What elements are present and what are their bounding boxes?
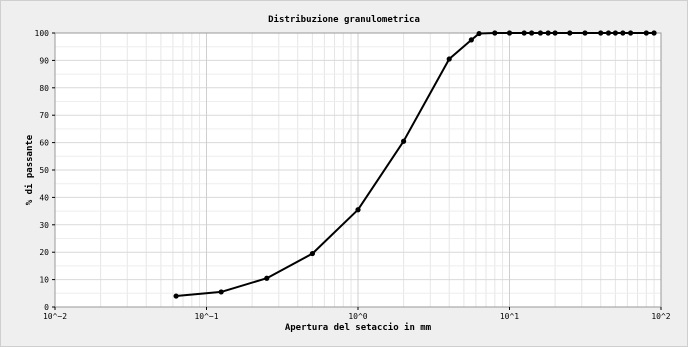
data-point (567, 30, 573, 36)
data-point (598, 30, 604, 36)
data-point (612, 30, 618, 36)
x-tick-label: 10^2 (651, 312, 670, 321)
data-point (620, 30, 626, 36)
data-point (476, 30, 482, 37)
data-point (552, 30, 558, 36)
y-tick-label: 60 (39, 139, 49, 148)
y-tick-label: 20 (39, 248, 49, 257)
y-tick-label: 40 (39, 193, 49, 202)
data-point (537, 30, 544, 36)
data-point (628, 30, 634, 36)
data-point (468, 37, 474, 43)
y-axis-ticks: 0 10 20 30 40 50 60 70 80 90 100 (35, 29, 55, 312)
data-point (446, 56, 452, 62)
data-point (643, 30, 649, 36)
x-tick-label: 10^−2 (43, 312, 67, 321)
y-tick-label: 0 (44, 303, 49, 312)
chart-title: Distribuzione granulometrica (268, 14, 420, 25)
series-layer (173, 30, 657, 299)
y-tick-label: 100 (35, 29, 50, 38)
y-tick-label: 50 (39, 166, 49, 175)
data-point (545, 30, 551, 36)
data-point (582, 30, 588, 36)
data-point (492, 30, 498, 36)
x-axis-label: Apertura del setaccio in mm (285, 322, 432, 333)
y-tick-label: 80 (39, 84, 49, 93)
x-tick-label: 10^1 (500, 312, 519, 321)
data-point (355, 207, 361, 213)
y-axis-label: % di passante (24, 134, 35, 205)
y-tick-label: 10 (39, 276, 49, 285)
data-point (173, 293, 179, 299)
x-tick-label: 10^0 (348, 312, 367, 321)
data-point (309, 250, 315, 257)
x-tick-label: 10^−1 (194, 312, 218, 321)
data-point (651, 30, 657, 36)
data-point (529, 30, 535, 36)
data-point (218, 289, 224, 295)
data-point (264, 275, 270, 281)
x-axis-ticks: 10^−2 10^−1 10^0 10^1 10^2 (43, 307, 671, 321)
y-tick-label: 70 (39, 111, 49, 120)
data-point (605, 30, 612, 36)
y-tick-label: 30 (39, 221, 49, 230)
data-point (401, 138, 407, 144)
data-point (521, 30, 527, 36)
y-tick-label: 90 (39, 56, 49, 65)
data-point (506, 30, 513, 36)
